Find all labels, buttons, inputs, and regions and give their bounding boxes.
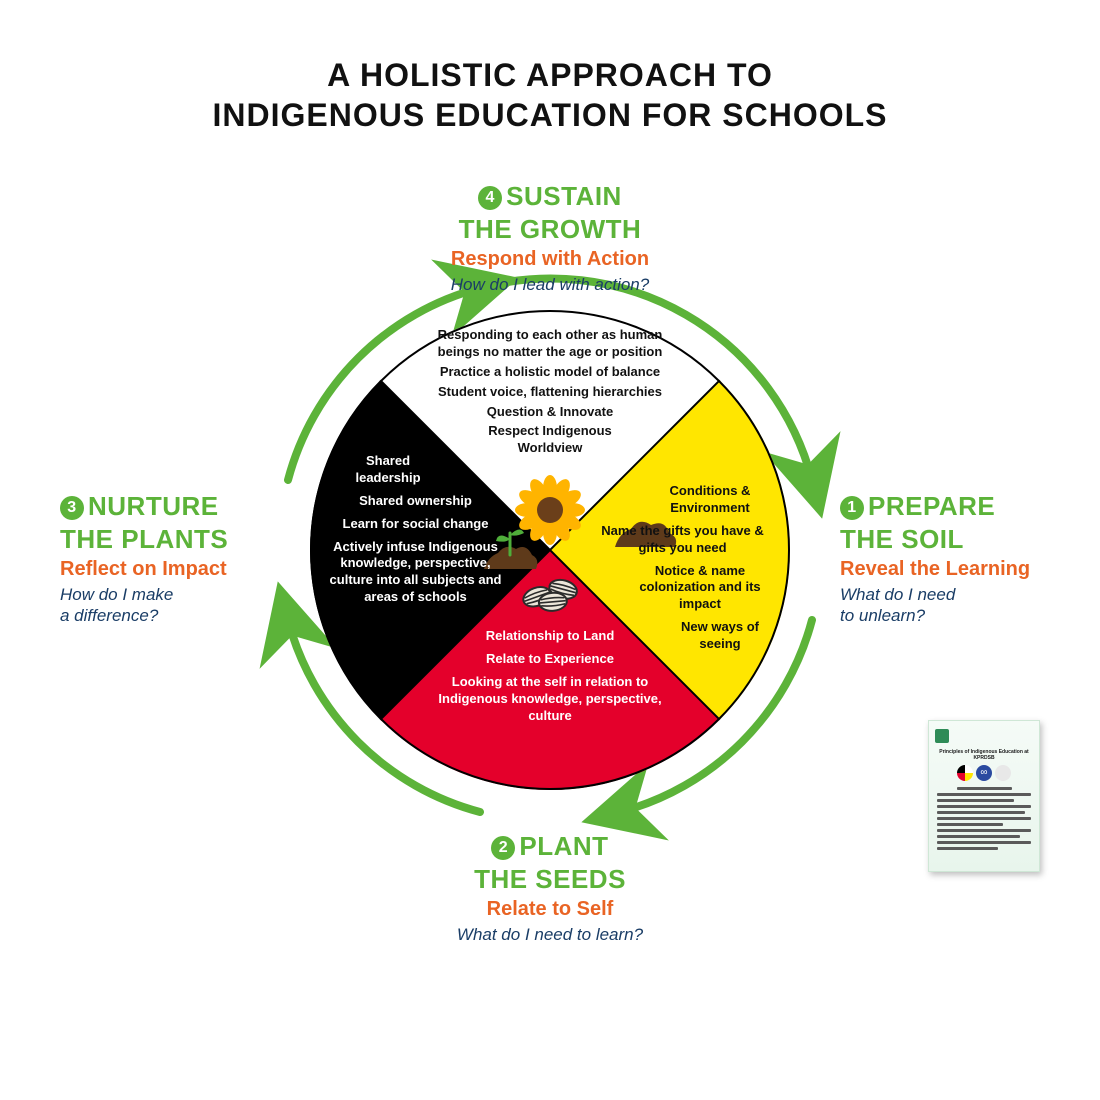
doc-thumb-title: Principles of Indigenous Education at KP… — [935, 749, 1033, 761]
doc-line — [937, 811, 1025, 814]
doc-line — [937, 835, 1020, 838]
quad-right-item: Name the gifts you have & gifts you need — [595, 523, 770, 557]
stage-title-bottom-2: THE SEEDS — [380, 863, 720, 896]
principles-doc-thumbnail: Principles of Indigenous Education at KP… — [928, 720, 1040, 872]
quad-left-item: Shared leadership — [338, 453, 438, 487]
stage-question-right: What do I need to unlearn? — [840, 584, 1060, 627]
section-bottom: 2PLANT THE SEEDS Relate to Self What do … — [380, 830, 720, 945]
doc-line — [937, 841, 1031, 844]
stage-title-right-2: THE SOIL — [840, 523, 1060, 556]
circle-mini-icon — [995, 765, 1011, 781]
quad-top-item: Practice a holistic model of balance — [420, 364, 680, 381]
stage-title-bottom: 2PLANT — [380, 830, 720, 863]
stage-title-right: 1PREPARE — [840, 490, 1060, 523]
quad-right-item: Notice & name colonization and its impac… — [630, 563, 770, 614]
doc-line — [937, 823, 1003, 826]
quad-bottom-text: Relationship to Land Relate to Experienc… — [410, 625, 690, 730]
stage-sub-top: Respond with Action — [380, 247, 720, 272]
doc-line — [937, 829, 1031, 832]
quad-top-item: Question & Innovate — [420, 404, 680, 421]
wheel-mini-icon — [957, 765, 973, 781]
quad-top-text: Responding to each other as human beings… — [420, 324, 680, 460]
doc-line — [937, 847, 998, 850]
infinity-mini-icon: ∞ — [976, 765, 992, 781]
doc-line — [937, 805, 1031, 808]
stage-title-left-2: THE PLANTS — [60, 523, 280, 556]
doc-line — [937, 793, 1031, 796]
stage-number-1: 1 — [840, 496, 864, 520]
stage-sub-bottom: Relate to Self — [380, 897, 720, 922]
quad-bottom-item: Relationship to Land — [410, 628, 690, 645]
stage-question-top: How do I lead with action? — [380, 274, 720, 295]
stage-number-2: 2 — [491, 836, 515, 860]
quad-right-item: Conditions & Environment — [650, 483, 770, 517]
section-right: 1PREPARE THE SOIL Reveal the Learning Wh… — [840, 490, 1060, 627]
doc-logo-icon — [935, 729, 949, 743]
infographic-page: A HOLISTIC APPROACH TO INDIGENOUS EDUCAT… — [0, 0, 1100, 1100]
quad-left-item: Learn for social change — [318, 516, 513, 533]
stage-sub-left: Reflect on Impact — [60, 557, 280, 582]
doc-thumb-icons: ∞ — [929, 765, 1039, 781]
section-left: 3NURTURE THE PLANTS Reflect on Impact Ho… — [60, 490, 280, 627]
quad-left-item: Shared ownership — [318, 493, 513, 510]
doc-thumb-header — [935, 727, 1033, 745]
quad-left-text: Shared leadership Shared ownership Learn… — [318, 450, 513, 612]
doc-line — [937, 799, 1014, 802]
stage-title-left: 3NURTURE — [60, 490, 280, 523]
quad-bottom-item: Looking at the self in relation to Indig… — [430, 674, 670, 725]
quad-bottom-item: Relate to Experience — [410, 651, 690, 668]
quad-left-item: Actively infuse Indigenous knowledge, pe… — [318, 539, 513, 607]
stage-number-3: 3 — [60, 496, 84, 520]
quad-top-item: Student voice, flattening hierarchies — [420, 384, 680, 401]
stage-title-top-2: THE GROWTH — [380, 213, 720, 246]
stage-question-left: How do I make a difference? — [60, 584, 280, 627]
quad-top-item: Responding to each other as human beings… — [435, 327, 665, 361]
section-top: 4SUSTAIN THE GROWTH Respond with Action … — [380, 180, 720, 295]
stage-title-top: 4SUSTAIN — [380, 180, 720, 213]
stage-sub-right: Reveal the Learning — [840, 557, 1060, 582]
stage-number-4: 4 — [478, 186, 502, 210]
doc-line — [937, 817, 1031, 820]
stage-question-bottom: What do I need to learn? — [380, 924, 720, 945]
doc-line — [957, 787, 1012, 790]
